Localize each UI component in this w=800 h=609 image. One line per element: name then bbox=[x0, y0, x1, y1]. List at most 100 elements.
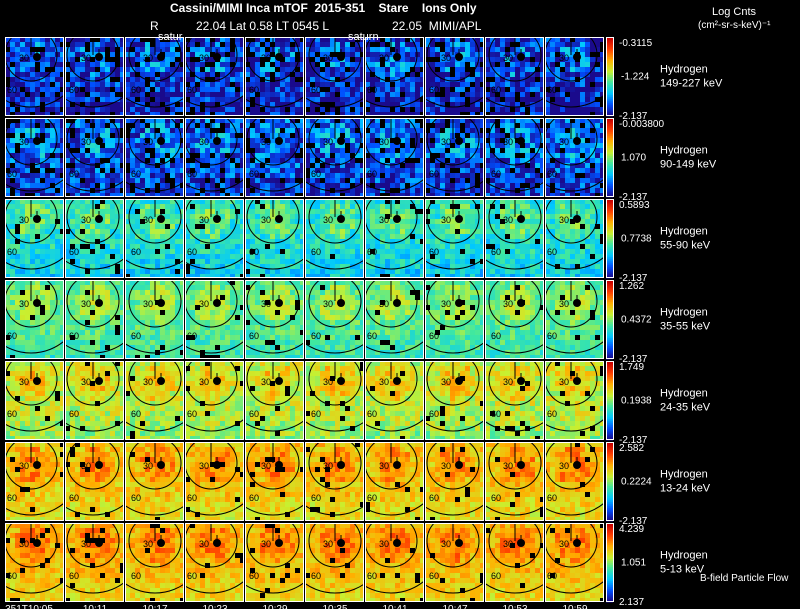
time-tick-label: 351T10:05 bbox=[5, 604, 53, 609]
inca-image-panel: 30 60 bbox=[245, 280, 304, 359]
ring-label-60: 60 bbox=[429, 169, 439, 179]
inca-image-panel: 30 60 bbox=[5, 361, 64, 440]
ring-label-60: 60 bbox=[131, 169, 141, 179]
inca-image-panel: 30 60 bbox=[65, 199, 124, 278]
ring-label-30: 30 bbox=[323, 299, 333, 309]
ring-label-60: 60 bbox=[367, 169, 377, 179]
inca-image-panel: 30 60 bbox=[485, 523, 544, 602]
ring-label-30: 30 bbox=[81, 461, 91, 471]
ring-label-60: 60 bbox=[429, 247, 439, 257]
colorbar-mid-label: 1.070 bbox=[621, 153, 646, 164]
ring-label-60: 60 bbox=[367, 571, 377, 581]
inca-image-panel: 30 60 bbox=[125, 280, 184, 359]
ring-label-60: 60 bbox=[429, 85, 439, 95]
inca-image-panel: 30 60 bbox=[125, 442, 184, 521]
ring-label-60: 60 bbox=[311, 331, 321, 341]
ring-label-60: 60 bbox=[249, 331, 259, 341]
inca-image-panel: 30 60 bbox=[365, 523, 424, 602]
time-tick-label: 10:35 bbox=[322, 604, 347, 609]
inca-image-panel: 30 60 bbox=[65, 523, 124, 602]
inca-image-panel: 30 60 bbox=[485, 280, 544, 359]
ring-label-30: 30 bbox=[441, 137, 451, 147]
ring-label-60: 60 bbox=[547, 247, 557, 257]
ring-label-60: 60 bbox=[491, 409, 501, 419]
ring-label-60: 60 bbox=[429, 493, 439, 503]
plot-title: Cassini/MIMI Inca mTOF 2015-351 Stare Io… bbox=[170, 1, 477, 15]
ring-label-30: 30 bbox=[503, 299, 513, 309]
inca-image-panel: 30 60 bbox=[125, 37, 184, 116]
ring-label-30: 30 bbox=[81, 539, 91, 549]
ring-label-30: 30 bbox=[199, 377, 209, 387]
colorbar-min-label: -2.137 bbox=[619, 354, 648, 365]
ring-label-60: 60 bbox=[429, 409, 439, 419]
ring-label-30: 30 bbox=[559, 377, 569, 387]
ring-label-30: 30 bbox=[379, 215, 389, 225]
inca-image-panel: 30 60 bbox=[125, 361, 184, 440]
inca-image-panel: 30 60 bbox=[245, 37, 304, 116]
ring-label-60: 60 bbox=[491, 331, 501, 341]
inca-image-panel: 30 60 bbox=[545, 523, 604, 602]
ring-label-30: 30 bbox=[323, 215, 333, 225]
ring-label-30: 30 bbox=[19, 299, 29, 309]
inca-image-panel: 30 60 bbox=[425, 523, 484, 602]
ring-label-30: 30 bbox=[19, 539, 29, 549]
inca-image-panel: 30 60 bbox=[5, 37, 64, 116]
ring-label-60: 60 bbox=[249, 409, 259, 419]
colorbar-max-label: 4.239 bbox=[619, 524, 644, 535]
inca-image-panel: 30 60 bbox=[245, 199, 304, 278]
energy-range-label: 149-227 keV bbox=[660, 78, 723, 90]
time-tick-label: 10:59 bbox=[562, 604, 587, 609]
inca-image-panel: 30 60 bbox=[305, 280, 364, 359]
ring-label-60: 60 bbox=[311, 85, 321, 95]
colorbar: 4.239 1.051 2.137 bbox=[606, 523, 646, 608]
ring-label-60: 60 bbox=[7, 169, 17, 179]
inca-image-panel: 30 60 bbox=[545, 37, 604, 116]
inca-image-panel: 30 60 bbox=[245, 523, 304, 602]
ring-label-30: 30 bbox=[323, 137, 333, 147]
inca-image-panel: 30 60 bbox=[425, 37, 484, 116]
ring-label-60: 60 bbox=[7, 571, 17, 581]
ring-label-30: 30 bbox=[503, 377, 513, 387]
ring-label-30: 30 bbox=[441, 215, 451, 225]
colorbar-mid-label: 0.7738 bbox=[621, 234, 652, 245]
ring-label-30: 30 bbox=[261, 539, 271, 549]
ring-label-30: 30 bbox=[261, 299, 271, 309]
colorbar-max-label: 2.582 bbox=[619, 443, 644, 454]
ring-label-60: 60 bbox=[7, 493, 17, 503]
ring-label-30: 30 bbox=[559, 461, 569, 471]
inca-image-panel: 30 60 bbox=[365, 118, 424, 197]
ring-label-60: 60 bbox=[491, 247, 501, 257]
units-subtitle: (cm²-sr-s-keV)⁻¹ bbox=[698, 20, 771, 31]
colorbar-min-label: -2.137 bbox=[619, 435, 648, 446]
ring-label-30: 30 bbox=[143, 377, 153, 387]
species-label: Hydrogen bbox=[660, 469, 708, 481]
inca-image-panel: 30 60 bbox=[65, 37, 124, 116]
colorbar-max-label: 0.5893 bbox=[619, 200, 650, 211]
position-values: 22.04 Lat 0.58 LT 0545 L bbox=[196, 19, 330, 33]
ring-label-30: 30 bbox=[19, 137, 29, 147]
ring-label-30: 30 bbox=[81, 299, 91, 309]
time-tick-label: 10:23 bbox=[202, 604, 227, 609]
ring-label-60: 60 bbox=[69, 571, 79, 581]
ring-label-60: 60 bbox=[491, 85, 501, 95]
ring-label-30: 30 bbox=[559, 539, 569, 549]
ring-label-60: 60 bbox=[547, 169, 557, 179]
inca-image-panel: 30 60 bbox=[305, 523, 364, 602]
ring-label-60: 60 bbox=[429, 331, 439, 341]
inca-image-panel: 30 60 bbox=[305, 442, 364, 521]
inca-image-panel: 30 60 bbox=[65, 280, 124, 359]
energy-range-label: 5-13 keV bbox=[660, 564, 705, 576]
ring-label-60: 60 bbox=[429, 571, 439, 581]
inca-image-panel: 30 60 bbox=[365, 361, 424, 440]
colorbar-min-label: -2.137 bbox=[619, 192, 648, 203]
time-tick-label: 10:11 bbox=[83, 604, 108, 609]
ring-label-30: 30 bbox=[379, 137, 389, 147]
ring-label-60: 60 bbox=[187, 247, 197, 257]
ring-label-60: 60 bbox=[547, 331, 557, 341]
ring-label-60: 60 bbox=[367, 331, 377, 341]
inca-image-panel: 30 60 bbox=[485, 199, 544, 278]
colorbar-mid-label: 1.051 bbox=[621, 558, 646, 569]
ring-label-60: 60 bbox=[187, 331, 197, 341]
ring-label-30: 30 bbox=[19, 377, 29, 387]
species-label: Hydrogen bbox=[660, 307, 708, 319]
